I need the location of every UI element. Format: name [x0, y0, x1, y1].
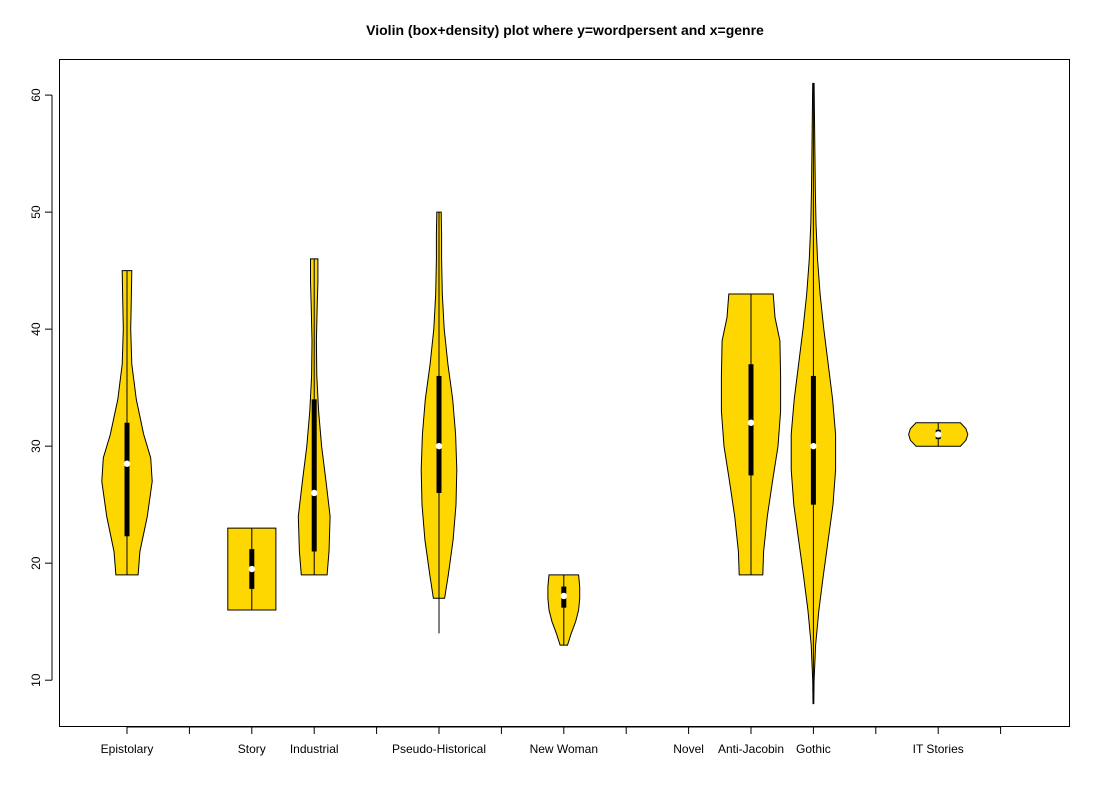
x-tick-label: Novel	[673, 742, 704, 756]
y-tick-label: 50	[29, 205, 43, 219]
y-tick-label: 60	[29, 88, 43, 102]
y-tick-label: 40	[29, 322, 43, 336]
violin-box	[436, 375, 442, 493]
y-tick-label: 30	[29, 439, 43, 453]
violin-box	[311, 399, 317, 552]
x-tick-label: New Woman	[530, 742, 598, 756]
x-tick-label: Gothic	[796, 742, 831, 756]
x-tick-label: Industrial	[290, 742, 339, 756]
violin-box	[810, 375, 816, 505]
violin-median	[435, 442, 443, 450]
violin-median	[747, 419, 755, 426]
y-axis: 10 20 30 40 50 60	[29, 88, 53, 687]
x-tick-label: Anti-Jacobin	[718, 742, 784, 756]
violin-median	[248, 565, 255, 573]
x-axis: Epistolary Story Industrial Pseudo-Historic…	[101, 726, 1002, 756]
violin-median	[810, 442, 817, 450]
violin-median	[311, 489, 318, 497]
violin-median	[123, 460, 131, 467]
violins	[101, 82, 969, 705]
violin-median	[560, 592, 567, 600]
x-tick-label: IT Stories	[913, 742, 964, 756]
y-tick-label: 20	[29, 556, 43, 570]
x-tick-label: Pseudo-Historical	[392, 742, 486, 756]
chart-title: Violin (box+density) plot where y=wordpe…	[366, 22, 764, 38]
violin-median	[935, 431, 942, 438]
x-tick-label: Story	[238, 742, 266, 756]
y-tick-label: 10	[29, 673, 43, 687]
x-tick-label: Epistolary	[101, 742, 154, 756]
violin-box	[124, 422, 130, 537]
